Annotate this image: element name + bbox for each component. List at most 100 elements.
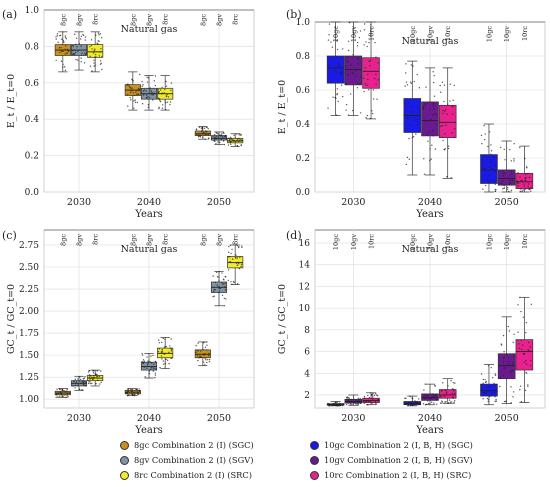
sample-dot (163, 346, 166, 348)
sample-dot (131, 87, 133, 89)
sample-dot (67, 396, 69, 398)
sample-dot (334, 96, 336, 99)
sample-dot (165, 345, 167, 348)
sample-dot (509, 182, 512, 184)
sample-dot (197, 342, 199, 344)
sample-dot (328, 405, 330, 407)
sample-dot (434, 148, 437, 150)
x-tick-label: 2050 (495, 197, 519, 208)
sample-dot (228, 251, 230, 254)
sample-dot (418, 118, 420, 120)
sample-dot (512, 363, 514, 365)
sample-dot (94, 64, 96, 66)
sample-dot (408, 401, 410, 404)
sample-dot (76, 46, 78, 48)
sample-dot (200, 350, 202, 352)
sample-dot (365, 116, 367, 119)
sample-dot (65, 396, 67, 399)
sample-dot (527, 349, 529, 351)
sample-dot (501, 184, 503, 186)
sample-dot (64, 53, 66, 55)
sample-dot (363, 397, 366, 399)
sample-dot (95, 374, 97, 377)
sample-dot (409, 395, 411, 398)
sample-dot (371, 397, 373, 400)
sample-dot (433, 402, 435, 404)
sample-dot (429, 397, 431, 400)
sample-dot (415, 403, 417, 405)
sample-dot (336, 403, 338, 405)
sample-dot (453, 401, 455, 404)
sample-dot (442, 112, 444, 114)
sample-dot (136, 391, 139, 393)
sample-dot (498, 182, 500, 185)
sample-dot (55, 59, 57, 62)
sample-dot (147, 361, 150, 364)
sample-dot (347, 397, 349, 399)
sample-dot (206, 126, 208, 129)
sample-dot (432, 81, 435, 84)
sample-dot (204, 353, 206, 355)
sample-dot (206, 349, 208, 351)
sample-dot (366, 114, 369, 117)
sample-dot (328, 65, 330, 67)
sample-dot (214, 140, 216, 143)
sample-dot (154, 75, 157, 77)
series-label-10rc: 10rc (444, 26, 452, 41)
sample-dot (84, 36, 87, 38)
sample-dot (229, 244, 232, 247)
series-label-8rc: 8rc (92, 14, 100, 25)
sample-dot (518, 343, 520, 345)
sample-dot (516, 182, 519, 184)
sample-dot (507, 364, 509, 366)
sample-dot (434, 396, 436, 398)
sample-dot (352, 54, 354, 56)
sample-dot (488, 395, 491, 398)
sample-dot (525, 371, 527, 374)
sample-dot (213, 134, 216, 136)
sample-dot (336, 401, 338, 403)
sample-dot (334, 69, 337, 72)
sample-dot (520, 400, 523, 403)
series-label-8gc: 8gc (59, 14, 67, 26)
sample-dot (221, 133, 223, 135)
sample-dot (346, 56, 349, 59)
sample-dot (486, 389, 489, 391)
sample-dot (145, 90, 147, 92)
sample-dot (148, 96, 151, 99)
sample-dot (223, 305, 226, 307)
sample-dot (77, 380, 80, 382)
sample-dot (502, 174, 504, 177)
sample-dot (230, 138, 233, 140)
sample-dot (204, 346, 207, 349)
sample-dot (423, 389, 425, 391)
sample-dot (348, 21, 351, 24)
sample-dot (487, 364, 490, 367)
sample-dot (484, 154, 486, 157)
sample-dot (442, 382, 444, 384)
sample-dot (433, 95, 436, 97)
sample-dot (425, 396, 427, 399)
sample-dot (99, 33, 102, 35)
sample-dot (164, 100, 166, 102)
sample-dot (370, 392, 372, 394)
sample-dot (153, 363, 155, 366)
sample-dot (372, 393, 374, 395)
sample-dot (527, 341, 530, 344)
sample-dot (519, 190, 522, 193)
series-label-10gv: 10gv (350, 234, 358, 250)
sample-dot (432, 135, 435, 137)
sample-dot (359, 112, 362, 114)
sample-dot (500, 182, 503, 185)
x-tick-label: 2030 (67, 197, 91, 208)
sample-dot (89, 65, 92, 67)
sample-dot (485, 392, 487, 394)
sample-dot (406, 156, 409, 159)
sample-dot (356, 87, 359, 89)
sample-dot (528, 176, 531, 179)
sample-dot (212, 290, 215, 292)
sample-dot (75, 58, 77, 61)
sample-dot (55, 36, 57, 38)
sample-dot (502, 374, 505, 377)
